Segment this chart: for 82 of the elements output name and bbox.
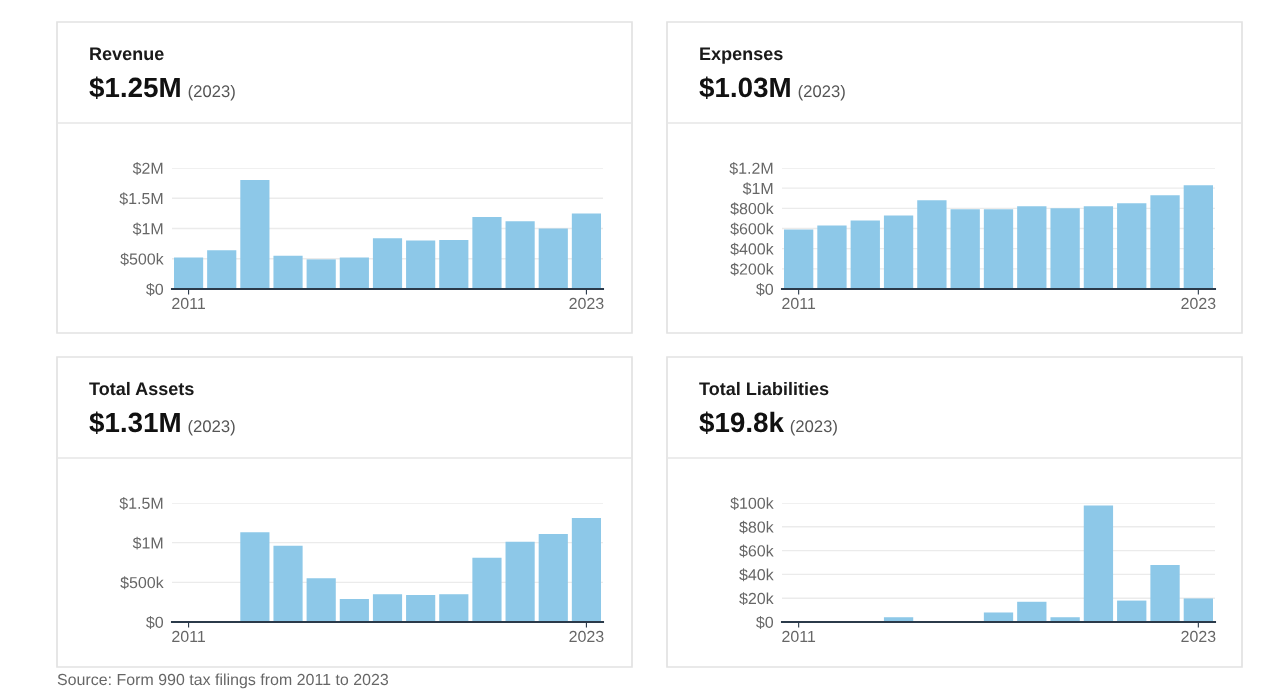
- y-tick-label: $800k: [730, 202, 774, 216]
- bar: [439, 594, 469, 622]
- bar: [306, 259, 336, 289]
- bar: [1117, 203, 1147, 289]
- bar: [950, 209, 980, 289]
- x-tick-label: 2023: [569, 630, 604, 643]
- bar: [917, 200, 947, 289]
- x-tick-label: 2011: [172, 297, 205, 310]
- x-tick-label: 2023: [1181, 297, 1216, 310]
- bar: [538, 533, 568, 622]
- bar: [1117, 600, 1147, 622]
- bar: [1017, 601, 1047, 622]
- y-tick-label: $1M: [742, 182, 773, 196]
- chart-subtitle: $1.25M (2023): [89, 76, 235, 101]
- bar: [339, 257, 369, 289]
- chart-subtitle: $1.31M (2023): [89, 411, 235, 436]
- bar: [273, 545, 303, 622]
- bar: [1083, 505, 1114, 622]
- bar: [372, 238, 403, 289]
- bar: [983, 612, 1014, 622]
- y-tick-label: $0: [146, 282, 164, 296]
- bar: [1183, 598, 1213, 622]
- bar: [472, 217, 502, 289]
- y-tick-label: $20k: [739, 592, 774, 606]
- bar: [505, 541, 535, 622]
- bar: [1183, 185, 1213, 289]
- bar: [505, 221, 535, 289]
- bar: [1050, 208, 1080, 289]
- bar: [538, 228, 568, 289]
- bar: [983, 209, 1014, 289]
- bar: [439, 240, 469, 289]
- y-tick-label: $500k: [120, 576, 164, 590]
- y-tick-label: $0: [756, 615, 774, 629]
- y-tick-label: $1.5M: [119, 192, 163, 206]
- y-tick-label: $1.2M: [729, 161, 773, 175]
- chart-title: Total Assets: [89, 381, 194, 396]
- bar: [1017, 206, 1047, 289]
- bar: [850, 220, 880, 289]
- chart-subtitle: $1.03M (2023): [699, 76, 845, 101]
- y-tick-label: $2M: [132, 161, 163, 175]
- bar: [571, 213, 602, 289]
- bar: [784, 229, 814, 289]
- y-tick-label: $100k: [730, 496, 774, 510]
- y-tick-label: $60k: [739, 544, 774, 558]
- source-note: Source: Form 990 tax filings from 2011 to 2023: [57, 673, 389, 689]
- y-tick-label: $500k: [120, 252, 164, 266]
- x-tick-label: 2011: [782, 297, 816, 310]
- bar: [372, 594, 403, 622]
- chart-title: Revenue: [90, 47, 164, 61]
- x-tick-label: 2023: [1181, 630, 1216, 643]
- bar: [472, 557, 502, 622]
- chart-title: Total Liabilities: [699, 381, 829, 396]
- y-tick-label: $600k: [730, 222, 774, 236]
- y-tick-label: $80k: [739, 520, 774, 534]
- y-tick-label: $1.5M: [119, 496, 163, 510]
- bar: [240, 532, 270, 622]
- y-tick-label: $200k: [730, 262, 774, 276]
- y-tick-label: $1M: [132, 536, 163, 550]
- x-tick-label: 2011: [172, 630, 205, 643]
- bar: [1150, 564, 1180, 622]
- bar: [406, 240, 436, 289]
- bar: [240, 180, 270, 289]
- x-tick-label: 2023: [569, 297, 604, 310]
- bar: [273, 255, 303, 289]
- y-tick-label: $1M: [132, 222, 163, 236]
- bar: [406, 595, 436, 622]
- bar: [173, 257, 204, 289]
- chart-subtitle: $19.8k (2023): [699, 411, 837, 436]
- bar: [339, 598, 369, 622]
- bar: [207, 250, 237, 289]
- bar: [817, 225, 847, 289]
- chart-title: Expenses: [700, 47, 783, 64]
- bar: [1083, 206, 1114, 289]
- y-tick-label: $40k: [739, 568, 774, 582]
- bar: [1150, 195, 1180, 289]
- y-tick-label: $0: [756, 282, 774, 296]
- x-tick-label: 2011: [782, 630, 816, 643]
- bar: [306, 578, 336, 622]
- bar: [571, 518, 602, 622]
- bar: [883, 215, 914, 289]
- y-tick-label: $400k: [730, 242, 774, 256]
- y-tick-label: $0: [146, 615, 164, 629]
